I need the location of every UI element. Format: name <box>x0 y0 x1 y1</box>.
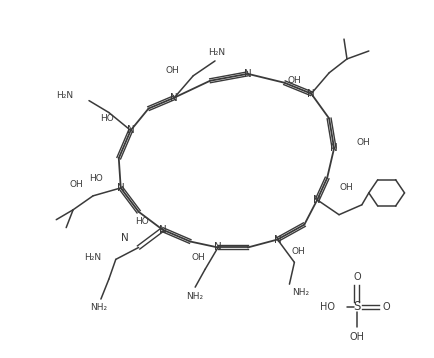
Text: O: O <box>383 302 391 312</box>
Text: O: O <box>353 272 361 282</box>
Text: N: N <box>307 89 315 99</box>
Text: HO: HO <box>89 174 103 183</box>
Text: NH₂: NH₂ <box>90 304 108 313</box>
Text: N: N <box>171 93 178 103</box>
Text: OH: OH <box>191 253 205 262</box>
Text: NH₂: NH₂ <box>293 287 309 297</box>
Text: OH: OH <box>349 332 365 342</box>
Text: N: N <box>330 143 338 153</box>
Text: OH: OH <box>287 76 301 85</box>
Text: HO: HO <box>320 302 335 312</box>
Text: OH: OH <box>165 66 179 75</box>
Text: OH: OH <box>357 138 371 147</box>
Text: N: N <box>244 69 252 79</box>
Text: NH₂: NH₂ <box>187 291 204 301</box>
Text: OH: OH <box>69 180 83 189</box>
Text: N: N <box>121 233 129 242</box>
Text: HO: HO <box>135 217 148 226</box>
Text: HO: HO <box>100 114 114 123</box>
Text: OH: OH <box>291 247 305 256</box>
Text: N: N <box>158 224 166 234</box>
Text: OH: OH <box>339 183 353 193</box>
Text: H₂N: H₂N <box>56 91 73 100</box>
Text: N: N <box>117 183 125 193</box>
Text: N: N <box>274 234 281 245</box>
Text: N: N <box>127 125 135 135</box>
Text: H₂N: H₂N <box>208 48 226 58</box>
Text: N: N <box>214 242 222 252</box>
Text: N: N <box>313 195 321 205</box>
Text: H₂N: H₂N <box>84 253 101 262</box>
Text: S: S <box>353 300 361 314</box>
